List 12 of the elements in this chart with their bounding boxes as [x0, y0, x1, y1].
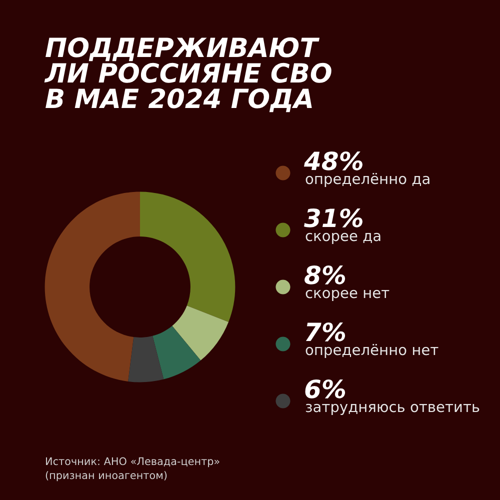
data-label: 31%	[304, 208, 362, 228]
data-label: 6%	[305, 379, 346, 398]
data-label: 8%	[304, 265, 346, 284]
legend-label: определённо нет	[306, 344, 438, 358]
data-label: 48%	[304, 151, 362, 170]
legend-label: скорее да	[306, 232, 380, 244]
chart-title: ПОДДЕРЖИВАЮТ ЛИ РОССИЯНЕ СВО В МАЕ 2024 ГОДА	[44, 37, 332, 112]
legend-label: скорее нет	[306, 290, 390, 302]
legend-label: определённо да	[306, 172, 430, 188]
text: Источник: АНО «Левада-центр» (признан иноагентом)	[46, 457, 220, 482]
legend-label: затрудняюсь ответить	[306, 404, 480, 416]
data-label: 7%	[306, 322, 346, 342]
